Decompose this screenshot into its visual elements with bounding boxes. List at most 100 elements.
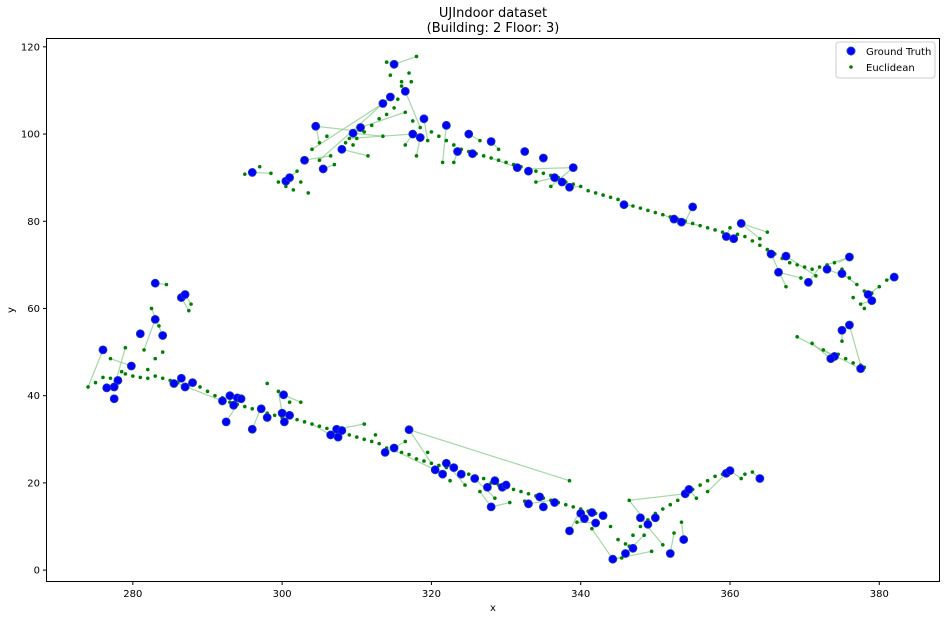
chart-title: UJIndoor dataset xyxy=(439,6,547,21)
ground-truth-point xyxy=(679,535,689,544)
euclidean-point xyxy=(481,476,486,481)
euclidean-link-line xyxy=(352,132,383,137)
ground-truth-point xyxy=(486,137,496,146)
euclidean-point xyxy=(425,138,430,143)
euclidean-point xyxy=(153,374,158,378)
euclidean-point xyxy=(392,106,396,110)
euclidean-point xyxy=(269,171,273,176)
euclidean-point xyxy=(332,162,337,167)
euclidean-point xyxy=(758,243,762,248)
euclidean-point xyxy=(661,212,665,217)
ground-truth-point xyxy=(236,394,246,404)
euclidean-point xyxy=(399,79,404,84)
euclidean-point xyxy=(720,230,725,234)
ground-truth-point xyxy=(404,425,414,435)
euclidean-point xyxy=(295,169,299,173)
euclidean-point xyxy=(713,228,717,232)
euclidean-point xyxy=(153,356,158,361)
euclidean-point xyxy=(616,197,620,202)
x-axis-ticks: 280 300 320 340 360 380 xyxy=(123,581,889,600)
euclidean-point xyxy=(855,282,859,287)
euclidean-point xyxy=(478,489,482,494)
euclidean-point xyxy=(328,154,333,158)
ground-truth-point xyxy=(337,144,347,154)
euclidean-point xyxy=(526,491,531,496)
ground-truth-point xyxy=(188,378,197,388)
ground-truth-point xyxy=(438,469,448,479)
euclidean-link-line xyxy=(528,167,574,170)
euclidean-point xyxy=(675,498,680,503)
ground-truth-point xyxy=(826,354,836,364)
euclidean-point xyxy=(705,226,710,230)
ground-truth-point xyxy=(550,498,559,507)
euclidean-point xyxy=(93,380,98,385)
ground-truth-point xyxy=(180,382,190,392)
euclidean-point xyxy=(814,273,818,278)
euclidean-link-line xyxy=(408,429,432,464)
ground-truth-point xyxy=(279,417,289,427)
ground-truth-point xyxy=(490,476,500,486)
euclidean-point xyxy=(638,206,643,210)
euclidean-point xyxy=(507,500,512,505)
euclidean-point xyxy=(832,260,837,265)
euclidean-point xyxy=(799,276,803,280)
euclidean-point xyxy=(257,164,262,169)
ground-truth-point xyxy=(385,92,395,102)
ground-truth-point xyxy=(889,272,899,282)
euclidean-point xyxy=(787,260,792,265)
euclidean-point xyxy=(631,533,635,538)
legend: Ground Truth Euclidean xyxy=(835,41,936,79)
euclidean-point xyxy=(519,489,523,494)
euclidean-link-line xyxy=(741,222,768,233)
euclidean-point xyxy=(840,339,844,343)
x-tick-label: 300 xyxy=(273,589,292,600)
x-tick-label: 280 xyxy=(123,589,142,600)
euclidean-point xyxy=(743,234,747,239)
euclidean-point xyxy=(437,134,441,139)
euclidean-point xyxy=(810,267,814,272)
euclidean-point xyxy=(549,184,553,189)
ground-truth-point xyxy=(669,214,679,224)
ground-truth-point xyxy=(580,514,589,524)
euclidean-point xyxy=(504,160,508,165)
ground-truth-point xyxy=(441,458,451,468)
ground-truth-point xyxy=(176,373,186,383)
ground-truth-point xyxy=(856,364,866,374)
euclidean-point xyxy=(366,154,370,158)
euclidean-point xyxy=(713,474,717,479)
euclidean-point xyxy=(627,498,632,503)
ground-truth-point xyxy=(565,182,574,192)
y-tick-label: 20 xyxy=(27,478,40,489)
euclidean-point xyxy=(272,413,277,418)
euclidean-point xyxy=(444,138,449,143)
euclidean-point xyxy=(403,439,408,444)
euclidean-point xyxy=(123,345,128,350)
euclidean-point xyxy=(478,138,482,143)
euclidean-point xyxy=(590,526,594,531)
ground-truth-point xyxy=(598,511,608,520)
ground-truth-point xyxy=(419,114,429,124)
ground-truth-point xyxy=(109,382,119,392)
euclidean-link-line xyxy=(87,349,104,388)
euclidean-point xyxy=(284,184,288,189)
euclidean-point xyxy=(511,487,516,492)
euclidean-point xyxy=(758,236,762,241)
ground-truth-point xyxy=(300,155,309,165)
euclidean-point xyxy=(414,54,419,59)
ground-truth-point xyxy=(470,474,480,483)
euclidean-point xyxy=(119,369,124,374)
ground-truth-point xyxy=(415,133,425,142)
ground-truth-point xyxy=(587,508,597,517)
euclidean-point xyxy=(351,143,355,147)
euclidean-point xyxy=(86,385,90,389)
ground-truth-point xyxy=(98,345,108,355)
euclidean-point xyxy=(642,533,646,538)
euclidean-point xyxy=(679,520,684,524)
euclidean-point xyxy=(317,140,322,145)
euclidean-link-line xyxy=(823,349,861,370)
euclidean-point xyxy=(739,476,743,481)
euclidean-point xyxy=(765,247,770,252)
euclidean-point xyxy=(466,472,471,476)
y-tick-label: 80 xyxy=(27,217,40,228)
